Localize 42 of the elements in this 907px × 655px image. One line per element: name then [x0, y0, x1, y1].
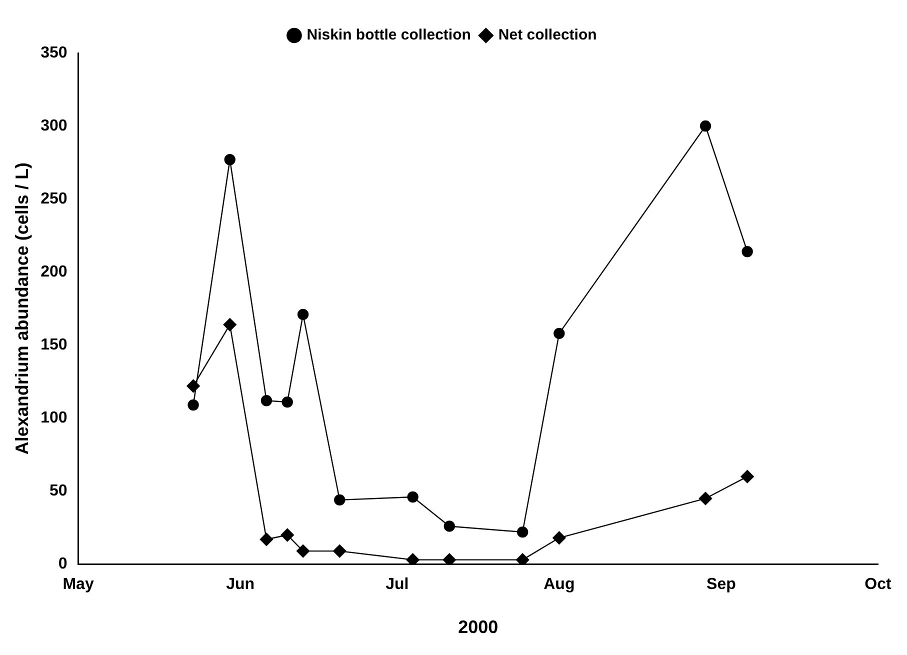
x-tick-label: May	[62, 576, 94, 594]
point	[552, 531, 566, 545]
y-axis-title: Alexandrium abundance (cells / L)	[12, 162, 32, 455]
point	[188, 399, 199, 411]
x-axis-title: 2000	[458, 617, 498, 638]
x-tick-label: Oct	[864, 576, 892, 594]
point	[516, 553, 530, 564]
point	[406, 553, 420, 564]
point	[296, 544, 310, 558]
x-tick-label: Jun	[226, 576, 255, 594]
y-tick-label: 350	[40, 44, 68, 62]
point	[554, 328, 565, 340]
point	[516, 526, 528, 538]
point	[186, 379, 200, 393]
y-tick-label: 50	[50, 482, 68, 500]
point	[280, 528, 294, 542]
point	[297, 308, 309, 320]
y-tick-label: 150	[40, 336, 68, 354]
point	[698, 492, 712, 506]
point	[223, 318, 236, 332]
point	[442, 553, 456, 564]
x-tick-label: Jul	[386, 576, 409, 594]
point	[334, 494, 346, 506]
y-tick-label: 100	[40, 410, 68, 427]
y-tick-label: 0	[58, 556, 68, 573]
point	[282, 396, 293, 408]
x-tick-label: Sep	[706, 576, 736, 594]
legend-label: Niskin bottle collection	[306, 26, 471, 44]
point	[407, 491, 418, 503]
point	[260, 532, 274, 546]
point	[742, 246, 753, 258]
x-tick-label: Aug	[544, 576, 575, 594]
y-tick-label: 250	[40, 190, 68, 208]
point	[444, 520, 455, 532]
legend-label: Net collection	[498, 26, 597, 44]
point	[333, 544, 346, 558]
point	[740, 470, 754, 484]
point	[700, 120, 712, 132]
point	[260, 395, 272, 406]
y-tick-label: 300	[40, 117, 68, 134]
point	[224, 154, 236, 166]
y-tick-label: 200	[40, 263, 68, 280]
